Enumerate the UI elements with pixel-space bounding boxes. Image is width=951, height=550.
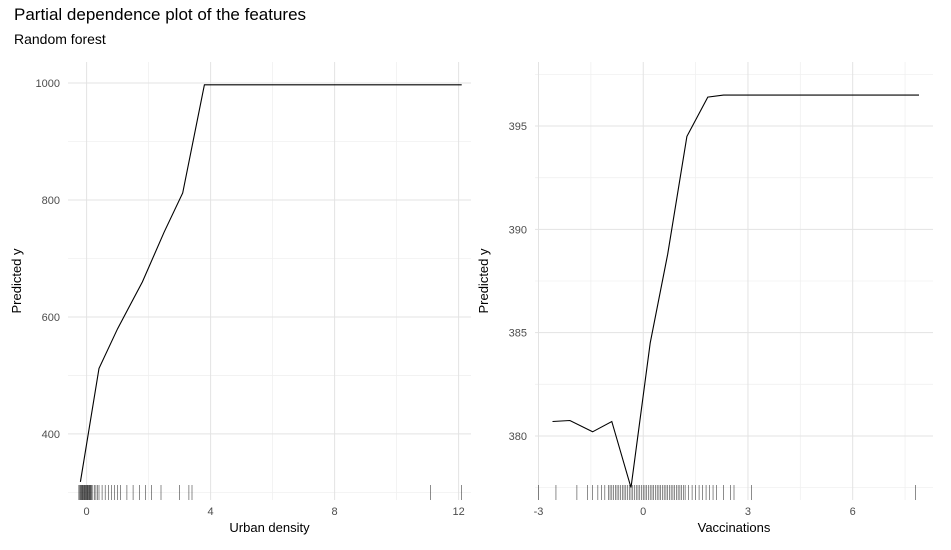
panel2-y-tick-label: 385 xyxy=(509,328,527,340)
panel1-x-axis-title: Urban density xyxy=(229,520,310,535)
panel1-y-tick-label: 1000 xyxy=(36,78,60,90)
panel2-x-tick-label: 6 xyxy=(850,506,856,518)
chart-title: Partial dependence plot of the features xyxy=(14,5,307,24)
panel1-x-tick-label: 8 xyxy=(332,506,338,518)
panel1-x-tick-label: 4 xyxy=(208,506,214,518)
panel1-y-tick-label: 600 xyxy=(42,312,60,324)
panel2-y-tick-label: 390 xyxy=(509,224,527,236)
panel2-y-tick-label: 395 xyxy=(509,121,527,133)
panel1-x-tick-label: 0 xyxy=(84,506,90,518)
panel1-x-tick-label: 12 xyxy=(452,506,464,518)
panel1-y-tick-label: 400 xyxy=(42,429,60,441)
panel2-pdp-line xyxy=(552,94,919,488)
panel1-pdp-line xyxy=(79,84,462,482)
panel2-y-axis-title: Predicted y xyxy=(476,248,491,314)
panel2-x-axis-title: Vaccinations xyxy=(698,520,771,535)
chart-subtitle: Random forest xyxy=(14,31,106,47)
panel2-y-tick-label: 380 xyxy=(509,431,527,443)
panel2-x-tick-label: 3 xyxy=(745,506,751,518)
panel1-y-tick-label: 800 xyxy=(42,195,60,207)
panel2-x-tick-label: -3 xyxy=(534,506,544,518)
panel1-y-axis-title: Predicted y xyxy=(9,248,24,314)
panel2-x-tick-label: 0 xyxy=(640,506,646,518)
